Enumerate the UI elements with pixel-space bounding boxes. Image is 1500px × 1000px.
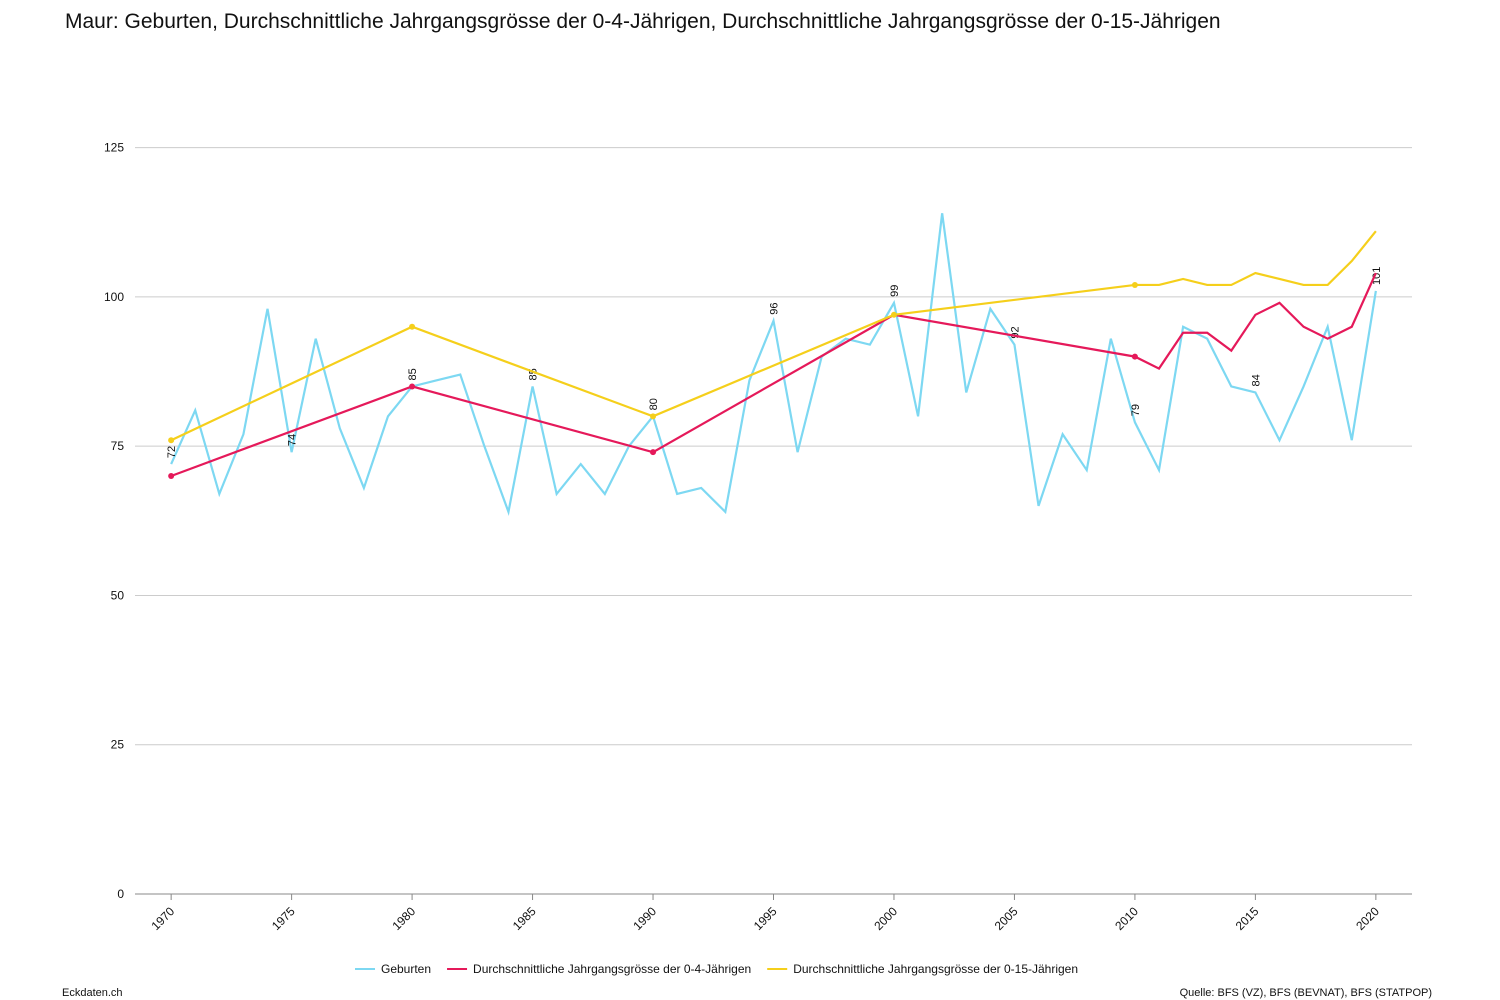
x-tick-label: 2005	[992, 904, 1021, 933]
data-label: 84	[1250, 374, 1262, 386]
point	[409, 323, 416, 330]
y-tick-label: 25	[111, 738, 125, 752]
x-tick-label: 1995	[751, 904, 780, 933]
point	[409, 383, 416, 390]
y-tick-label: 75	[111, 439, 125, 453]
y-tick-label: 100	[104, 290, 124, 304]
legend-label: Geburten	[381, 962, 431, 976]
series-line	[170, 272, 1377, 478]
footer-left: Eckdaten.ch	[62, 987, 123, 999]
y-tick-label: 125	[104, 141, 124, 155]
series-line	[170, 230, 1377, 442]
point	[650, 449, 657, 456]
data-label: 99	[889, 285, 901, 297]
x-tick-label: 1970	[148, 904, 177, 933]
data-label: 72	[166, 446, 178, 458]
point	[168, 437, 175, 444]
x-tick-label: 2020	[1353, 904, 1382, 933]
x-tick-label: 1990	[630, 904, 659, 933]
footer-right: Quelle: BFS (VZ), BFS (BEVNAT), BFS (STA…	[1180, 987, 1432, 999]
y-tick-label: 0	[117, 887, 124, 901]
x-tick-label: 1985	[510, 904, 539, 933]
chart-title: Maur: Geburten, Durchschnittliche Jahrga…	[65, 10, 1221, 33]
data-label: 85	[407, 368, 419, 380]
data-label: 101	[1371, 267, 1383, 285]
x-tick-label: 2010	[1112, 904, 1141, 933]
x-tick-label: 1980	[389, 904, 418, 933]
point	[890, 311, 897, 318]
x-tick-label: 2015	[1233, 904, 1262, 933]
data-label: 80	[648, 398, 660, 410]
x-tick-label: 1975	[269, 904, 298, 933]
legend-label: Durchschnittliche Jahrgangsgrösse der 0-…	[793, 962, 1078, 976]
series-line	[170, 213, 1377, 516]
x-tick-label: 2000	[871, 904, 900, 933]
data-label: 74	[287, 434, 299, 446]
data-label: 79	[1130, 404, 1142, 416]
y-tick-label: 50	[111, 588, 125, 602]
point	[1131, 353, 1138, 360]
point	[1131, 281, 1138, 288]
point	[650, 413, 657, 420]
data-label: 96	[769, 303, 781, 315]
legend-label: Durchschnittliche Jahrgangsgrösse der 0-…	[473, 962, 751, 976]
point	[168, 473, 175, 480]
